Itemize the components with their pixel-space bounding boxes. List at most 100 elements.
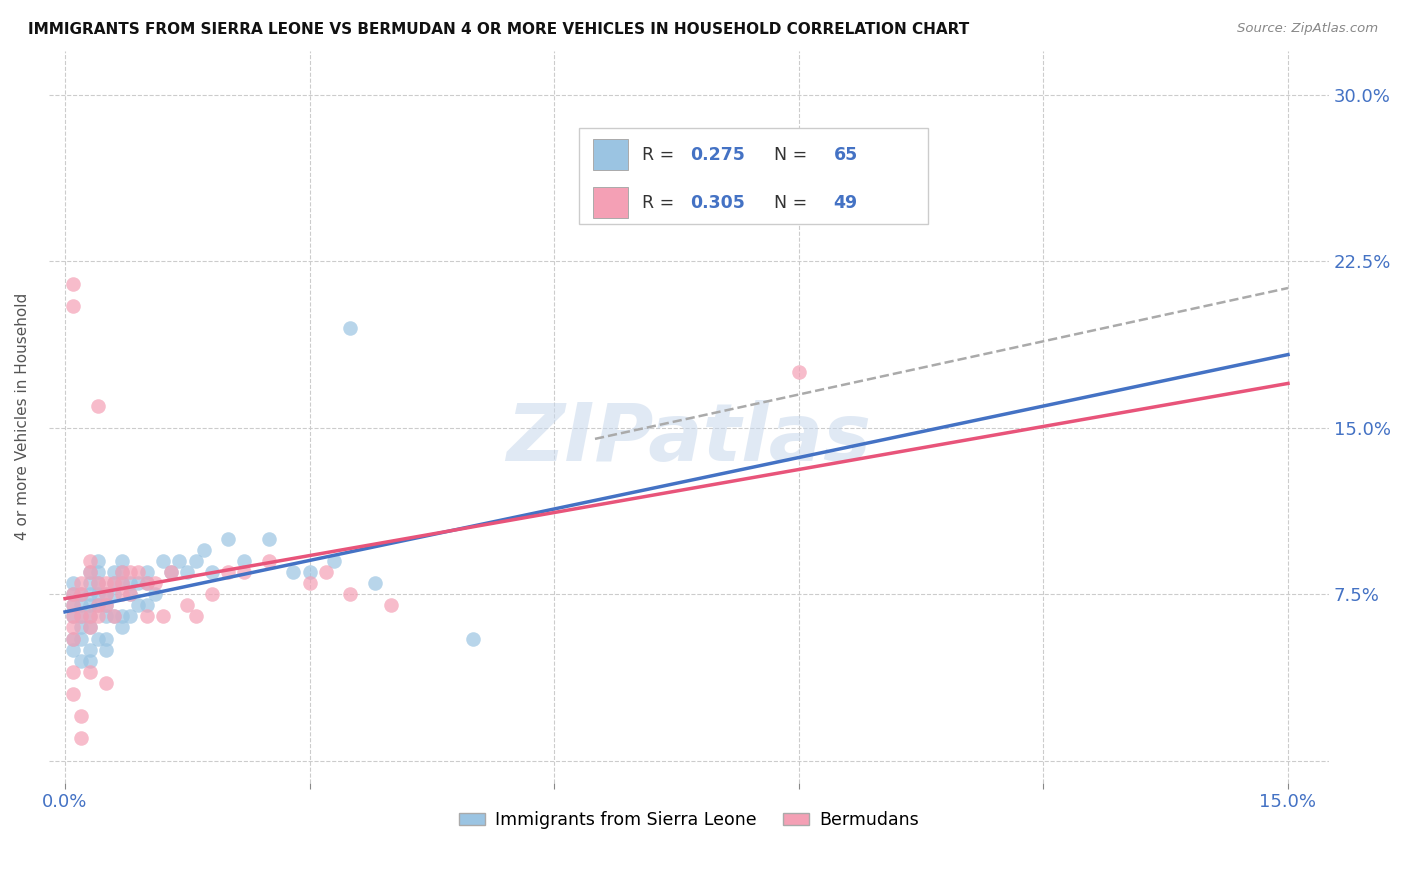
Point — [103, 609, 125, 624]
Point — [217, 532, 239, 546]
Point — [283, 565, 305, 579]
Text: ZIPatlas: ZIPatlas — [506, 400, 872, 477]
Text: 49: 49 — [834, 194, 858, 211]
Point — [103, 587, 125, 601]
Text: 0.305: 0.305 — [690, 194, 745, 211]
Point — [62, 599, 84, 613]
Point — [86, 609, 108, 624]
Point — [70, 576, 93, 591]
Point — [62, 609, 84, 624]
Point — [111, 587, 134, 601]
Point — [461, 632, 484, 646]
Point — [380, 599, 402, 613]
Point — [94, 642, 117, 657]
Point — [127, 576, 149, 591]
Point — [103, 565, 125, 579]
Point — [62, 277, 84, 291]
Point — [86, 399, 108, 413]
Point — [70, 620, 93, 634]
Point — [135, 576, 157, 591]
Point — [323, 554, 346, 568]
Point — [62, 687, 84, 701]
Point — [70, 587, 93, 601]
Point — [120, 609, 142, 624]
Point — [135, 599, 157, 613]
Point — [79, 565, 101, 579]
Point — [103, 609, 125, 624]
Point — [339, 587, 361, 601]
Point — [160, 565, 183, 579]
Point — [120, 565, 142, 579]
Point — [86, 632, 108, 646]
Text: R =: R = — [641, 145, 679, 163]
Point — [315, 565, 337, 579]
Point — [94, 676, 117, 690]
Point — [62, 632, 84, 646]
Point — [233, 554, 256, 568]
Point — [79, 565, 101, 579]
Point — [79, 599, 101, 613]
Point — [217, 565, 239, 579]
Point — [79, 554, 101, 568]
Point — [176, 565, 198, 579]
Point — [62, 599, 84, 613]
Point — [111, 620, 134, 634]
Point — [364, 576, 387, 591]
Point — [62, 587, 84, 601]
Point — [79, 654, 101, 668]
Legend: Immigrants from Sierra Leone, Bermudans: Immigrants from Sierra Leone, Bermudans — [451, 805, 927, 836]
Point — [79, 609, 101, 624]
Point — [79, 620, 101, 634]
Point — [86, 554, 108, 568]
Point — [62, 665, 84, 679]
Point — [70, 654, 93, 668]
Point — [111, 576, 134, 591]
Point — [143, 576, 166, 591]
Text: N =: N = — [775, 194, 813, 211]
Text: R =: R = — [641, 194, 679, 211]
Text: 65: 65 — [834, 145, 858, 163]
Point — [143, 587, 166, 601]
Point — [79, 576, 101, 591]
Point — [298, 576, 321, 591]
Point — [70, 709, 93, 723]
Point — [79, 587, 101, 601]
Point — [79, 665, 101, 679]
Point — [111, 565, 134, 579]
Point — [111, 609, 134, 624]
Point — [152, 609, 174, 624]
Point — [86, 565, 108, 579]
Point — [103, 576, 125, 591]
Point — [193, 542, 215, 557]
Point — [94, 599, 117, 613]
Point — [62, 609, 84, 624]
Point — [135, 565, 157, 579]
Point — [184, 554, 207, 568]
Point — [167, 554, 190, 568]
Point — [62, 299, 84, 313]
Point — [201, 565, 224, 579]
Point — [70, 587, 93, 601]
Point — [184, 609, 207, 624]
Point — [201, 587, 224, 601]
Point — [70, 632, 93, 646]
Point — [70, 609, 93, 624]
Point — [298, 565, 321, 579]
Point — [70, 731, 93, 746]
Point — [787, 365, 810, 379]
Point — [257, 532, 280, 546]
Point — [94, 587, 117, 601]
Point — [120, 587, 142, 601]
Point — [94, 576, 117, 591]
Point — [86, 599, 108, 613]
Point — [135, 576, 157, 591]
Point — [257, 554, 280, 568]
Point — [62, 587, 84, 601]
Point — [103, 576, 125, 591]
Point — [62, 620, 84, 634]
Point — [86, 599, 108, 613]
Point — [94, 632, 117, 646]
Point — [152, 554, 174, 568]
Point — [787, 154, 810, 169]
Point — [79, 620, 101, 634]
